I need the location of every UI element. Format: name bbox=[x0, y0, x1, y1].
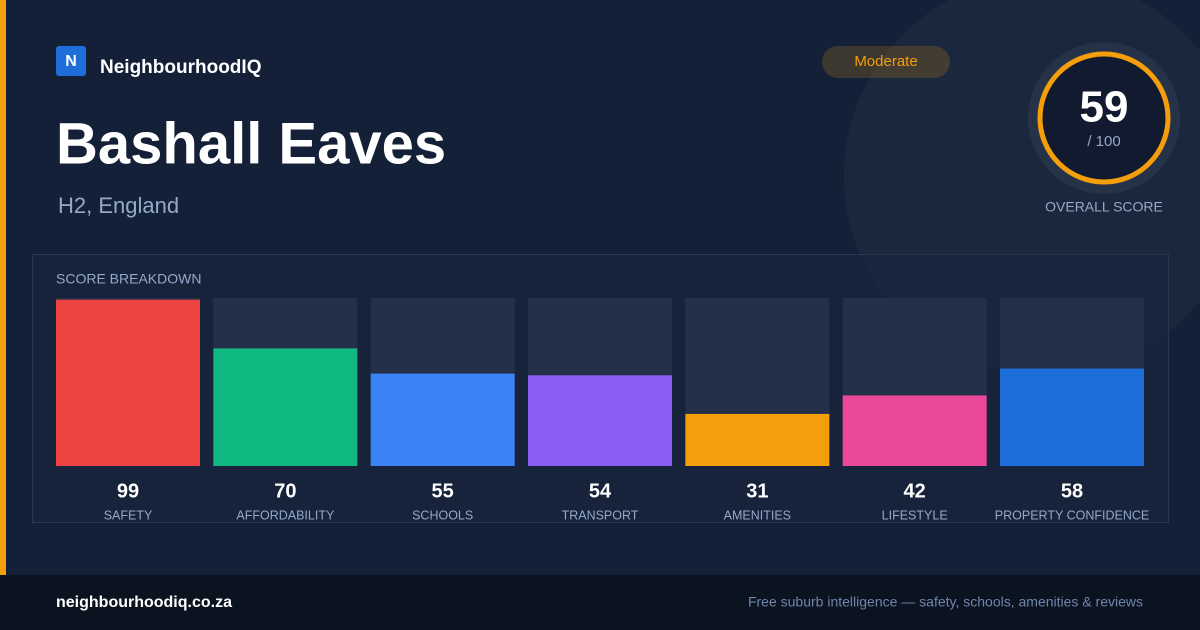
bar bbox=[685, 413, 830, 466]
category-label: TRANSPORT bbox=[562, 508, 639, 522]
score-ring bbox=[1037, 51, 1171, 185]
badge-text: Moderate bbox=[854, 53, 917, 70]
value-label: 99 bbox=[117, 480, 139, 502]
title: Bashall Eaves bbox=[56, 111, 446, 176]
accent-stripe bbox=[0, 0, 6, 575]
bar bbox=[528, 375, 672, 466]
value-label: 70 bbox=[274, 480, 296, 502]
bar bbox=[370, 373, 515, 466]
category-label: SAFETY bbox=[104, 508, 153, 522]
logo bbox=[56, 46, 86, 76]
footer-site: neighbourhoodiq.co.za bbox=[56, 594, 232, 611]
category-label: LIFESTYLE bbox=[882, 508, 948, 522]
value-label: 54 bbox=[589, 480, 612, 502]
bar bbox=[1000, 368, 1144, 466]
footer bbox=[0, 575, 1200, 630]
category-label: AMENITIES bbox=[724, 508, 791, 522]
bar bbox=[213, 348, 358, 466]
value-label: 31 bbox=[746, 480, 768, 502]
category-label: AFFORDABILITY bbox=[236, 508, 335, 522]
subtitle: H2, England bbox=[58, 193, 179, 218]
logo-letter: N bbox=[65, 53, 77, 70]
value-label: 42 bbox=[904, 480, 926, 502]
badge bbox=[822, 46, 950, 78]
value-label: 55 bbox=[432, 480, 454, 502]
brand-name: NeighbourhoodIQ bbox=[100, 57, 261, 78]
score-out-of: / 100 bbox=[1087, 133, 1120, 150]
category-label: SCHOOLS bbox=[412, 508, 473, 522]
score-label: OVERALL SCORE bbox=[1045, 199, 1163, 215]
chart-title: SCORE BREAKDOWN bbox=[56, 271, 201, 287]
score-value: 59 bbox=[1080, 83, 1129, 132]
bar bbox=[842, 395, 987, 466]
footer-tagline: Free suburb intelligence — safety, schoo… bbox=[748, 594, 1143, 610]
bar bbox=[56, 299, 200, 466]
value-label: 58 bbox=[1061, 480, 1083, 502]
category-label: PROPERTY CONFIDENCE bbox=[995, 508, 1149, 522]
